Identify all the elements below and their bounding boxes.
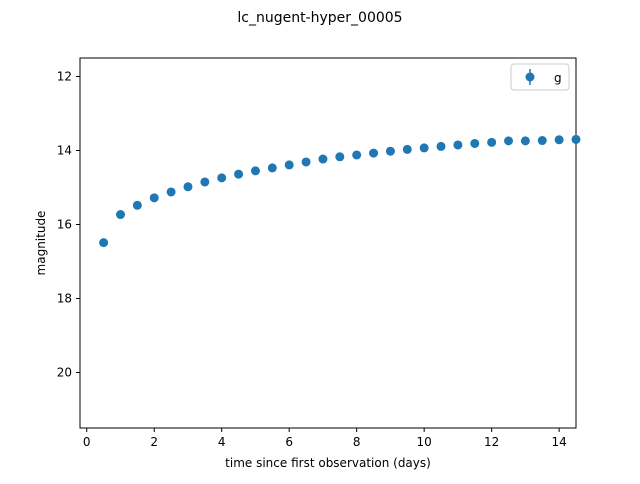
x-axis: 0 2 4 6 8 10 12 14 (83, 428, 567, 449)
data-point-g (301, 157, 311, 167)
y-tick-label: 12 (57, 70, 72, 84)
x-tick-label: 2 (150, 435, 158, 449)
data-point-g (402, 144, 412, 154)
legend-marker-icon (525, 72, 535, 82)
data-point-g (453, 140, 463, 150)
data-point-g (352, 150, 362, 160)
y-axis: 12 14 16 18 20 (57, 70, 80, 380)
data-point-g (487, 137, 497, 147)
data-point-g (554, 135, 564, 145)
y-tick-label: 16 (57, 218, 72, 232)
data-point-g (267, 163, 277, 173)
plot-frame (79, 57, 577, 429)
data-point-g (217, 173, 227, 183)
data-point-g (385, 146, 395, 156)
data-point-g (436, 141, 446, 151)
data-point-g (504, 136, 514, 146)
y-axis-label: magnitude (34, 211, 48, 276)
data-point-g (183, 182, 193, 192)
data-point-g (520, 136, 530, 146)
data-point-g (318, 154, 328, 164)
data-point-g (250, 166, 260, 176)
legend-box (510, 63, 570, 91)
data-point-g (571, 134, 581, 144)
y-tick-label: 18 (57, 292, 72, 306)
data-point-g (537, 136, 547, 146)
data-point-g (234, 169, 244, 179)
x-tick-label: 6 (285, 435, 293, 449)
x-tick-label: 4 (218, 435, 226, 449)
plot-area (79, 57, 577, 429)
legend-label-g: g (554, 71, 562, 85)
data-point-g (115, 210, 125, 220)
data-point-g (99, 238, 109, 248)
x-axis-label: time since first observation (days) (225, 456, 431, 470)
x-tick-label: 0 (83, 435, 91, 449)
y-tick-label: 14 (57, 144, 72, 158)
chart-title: lc_nugent-hyper_00005 (237, 10, 402, 26)
x-tick-label: 14 (551, 435, 566, 449)
x-tick-label: 12 (484, 435, 499, 449)
x-tick-label: 10 (417, 435, 432, 449)
legend: g (510, 63, 570, 91)
data-point-g (335, 152, 345, 162)
data-point-g (470, 138, 480, 148)
data-point-g (166, 187, 176, 197)
y-tick-label: 20 (57, 366, 72, 380)
data-point-g (149, 193, 159, 203)
x-tick-label: 8 (353, 435, 361, 449)
data-point-g (284, 160, 294, 170)
data-point-g (369, 148, 379, 158)
data-point-g (132, 200, 142, 210)
data-point-g (419, 143, 429, 153)
data-points (99, 134, 581, 248)
data-point-g (200, 177, 210, 187)
